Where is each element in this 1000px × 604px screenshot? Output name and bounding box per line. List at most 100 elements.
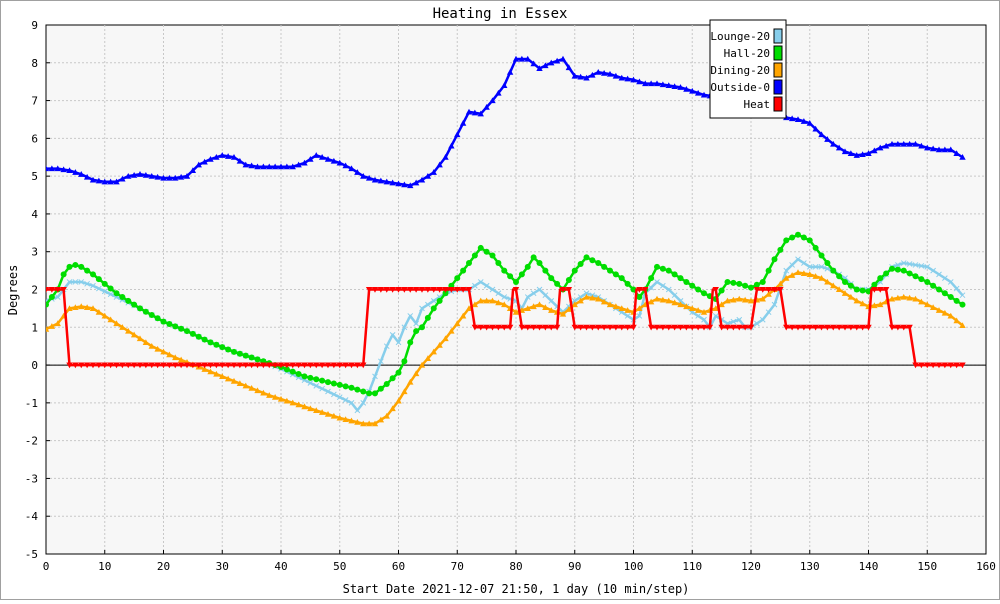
data-point [812, 263, 819, 270]
data-point [313, 376, 320, 383]
data-point [548, 297, 555, 304]
data-point [354, 386, 361, 393]
data-point [377, 416, 385, 423]
data-point [671, 292, 678, 299]
data-point [483, 297, 490, 304]
data-point [924, 263, 931, 270]
data-point [724, 278, 731, 285]
data-point [430, 169, 437, 175]
grid-lines [46, 25, 986, 554]
data-point [900, 140, 907, 147]
x-tick-label: 10 [98, 560, 111, 573]
data-point [882, 286, 890, 293]
data-point [636, 286, 643, 293]
data-point [313, 407, 320, 413]
data-point [454, 131, 461, 138]
data-point [189, 330, 196, 337]
data-point [689, 305, 696, 311]
data-point [624, 280, 631, 287]
data-point [765, 309, 772, 316]
data-point [841, 290, 849, 296]
data-point [113, 290, 120, 297]
data-point [953, 362, 960, 369]
data-point [900, 324, 907, 331]
data-point [465, 108, 473, 115]
data-point [818, 131, 825, 138]
data-point [918, 362, 925, 369]
data-point [671, 271, 678, 278]
data-point [324, 155, 332, 162]
data-point [512, 55, 520, 62]
data-point [436, 297, 443, 304]
data-point [477, 297, 484, 304]
data-point [354, 169, 361, 175]
data-point [319, 377, 326, 384]
data-point [46, 286, 50, 293]
data-point [348, 362, 355, 369]
data-point [806, 120, 813, 126]
data-point [331, 391, 337, 398]
data-point [383, 286, 390, 293]
data-point [583, 290, 590, 297]
data-point [336, 394, 343, 401]
data-point [224, 153, 232, 159]
data-point [465, 286, 473, 293]
data-point [524, 324, 531, 331]
data-point [706, 324, 714, 331]
data-point [694, 324, 702, 331]
data-point [142, 171, 150, 178]
data-point [888, 140, 896, 147]
data-point [313, 383, 320, 389]
data-point [724, 297, 731, 304]
data-point [935, 146, 943, 153]
data-point [125, 172, 132, 179]
data-point [624, 75, 631, 82]
data-point [318, 409, 326, 415]
data-point [365, 420, 373, 427]
data-point [489, 324, 496, 331]
data-point [78, 279, 85, 285]
chart-title: Heating in Essex [433, 6, 568, 22]
data-point [324, 362, 332, 369]
data-point [589, 324, 596, 331]
data-point [783, 267, 790, 274]
data-point [941, 309, 949, 316]
data-point [389, 179, 396, 186]
data-point [271, 163, 279, 170]
data-point [383, 380, 390, 387]
data-point [95, 276, 102, 283]
data-point [166, 320, 173, 327]
data-point [372, 373, 378, 380]
data-point [959, 362, 966, 369]
data-point [95, 362, 103, 369]
data-point [501, 324, 508, 331]
data-point [448, 142, 455, 149]
data-point [647, 80, 655, 87]
data-point [424, 172, 432, 179]
data-point [530, 254, 537, 261]
data-point [131, 301, 138, 308]
y-tick-label: 0 [31, 359, 38, 372]
data-point [512, 308, 520, 315]
data-point [612, 324, 620, 331]
data-point [518, 271, 525, 278]
data-point [365, 174, 373, 181]
data-point [395, 180, 402, 187]
data-point [741, 296, 749, 303]
data-point [929, 362, 937, 369]
data-point [95, 177, 103, 184]
x-tick-label: 150 [917, 560, 937, 573]
data-point [101, 312, 108, 319]
data-point [736, 295, 743, 302]
data-point [936, 286, 942, 293]
legend-label: Heat [744, 98, 771, 111]
data-point [107, 362, 114, 369]
data-point [754, 320, 760, 327]
data-point [395, 339, 402, 346]
data-point [389, 375, 396, 382]
data-point [753, 281, 760, 288]
data-point [418, 361, 426, 368]
data-point [660, 282, 666, 289]
data-point [66, 305, 73, 311]
data-point [213, 370, 220, 377]
